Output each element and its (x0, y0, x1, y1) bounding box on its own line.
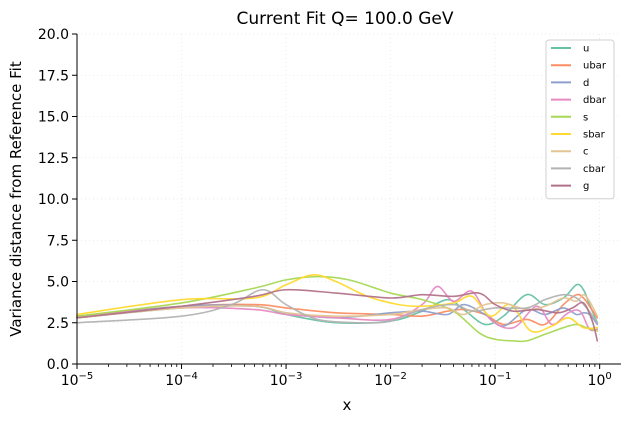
x-tick-label: 10−1 (479, 371, 512, 389)
x-tick-label-base: 10 (61, 373, 79, 389)
x-tick-label: 10−4 (165, 371, 198, 389)
x-tick-label: 10−5 (61, 371, 94, 389)
y-tick-label: 20.0 (38, 27, 69, 43)
y-tick-label: 2.5 (47, 316, 69, 332)
grid (76, 33, 621, 365)
legend-label-g: g (583, 181, 589, 192)
series-line-g (76, 288, 599, 342)
y-tick-label: 5.0 (47, 275, 69, 291)
x-axis-ticks: 10−5 10−4 10−3 10−2 10−1 100 (61, 364, 612, 389)
x-tick-label-exponent: −5 (79, 371, 94, 382)
y-tick-label: 12.5 (38, 151, 69, 167)
legend-label-dbar: dbar (583, 95, 607, 106)
series-line-cbar (76, 288, 599, 324)
series-line-c (76, 293, 599, 319)
y-tick-label: 0.0 (47, 357, 69, 373)
chart-title: Current Fit Q= 100.0 GeV (237, 9, 454, 29)
legend-label-u: u (583, 44, 589, 55)
x-tick-label-base: 10 (479, 373, 497, 389)
x-axis-title: x (343, 396, 352, 414)
x-tick-label-base: 10 (588, 373, 606, 389)
x-tick-label-base: 10 (270, 373, 288, 389)
x-tick-label-exponent: −4 (183, 371, 198, 382)
x-tick-label-exponent: −2 (392, 371, 407, 382)
x-tick-label-base: 10 (165, 373, 183, 389)
x-tick-label-exponent: −1 (497, 371, 512, 382)
legend-label-ubar: ubar (583, 61, 607, 72)
x-tick-label-exponent: −3 (288, 371, 303, 382)
plot-lines (76, 274, 599, 343)
legend: u ubar d dbar s sbar c cbar g (545, 39, 615, 200)
series-line-s (76, 275, 599, 343)
x-tick-label-exponent: 0 (605, 371, 611, 382)
legend-label-d: d (583, 78, 589, 89)
y-tick-label: 17.5 (38, 68, 69, 84)
legend-label-c: c (583, 147, 589, 158)
legend-label-cbar: cbar (583, 164, 606, 175)
y-tick-label: 7.5 (47, 233, 69, 249)
x-tick-label: 100 (588, 371, 612, 389)
legend-label-s: s (583, 112, 588, 123)
y-axis-title: Variance distance from Reference Fit (7, 61, 25, 337)
x-tick-label-base: 10 (374, 373, 392, 389)
x-tick-label: 10−3 (270, 371, 303, 389)
legend-label-sbar: sbar (583, 130, 606, 141)
series-line-dbar (76, 285, 599, 332)
legend-box (545, 39, 615, 200)
x-tick-label: 10−2 (374, 371, 407, 389)
y-tick-label: 10.0 (38, 192, 69, 208)
y-axis-ticks: 0.0 2.5 5.0 7.5 10.0 12.5 15.0 17.5 20.0 (38, 27, 77, 373)
y-tick-label: 15.0 (38, 110, 69, 126)
